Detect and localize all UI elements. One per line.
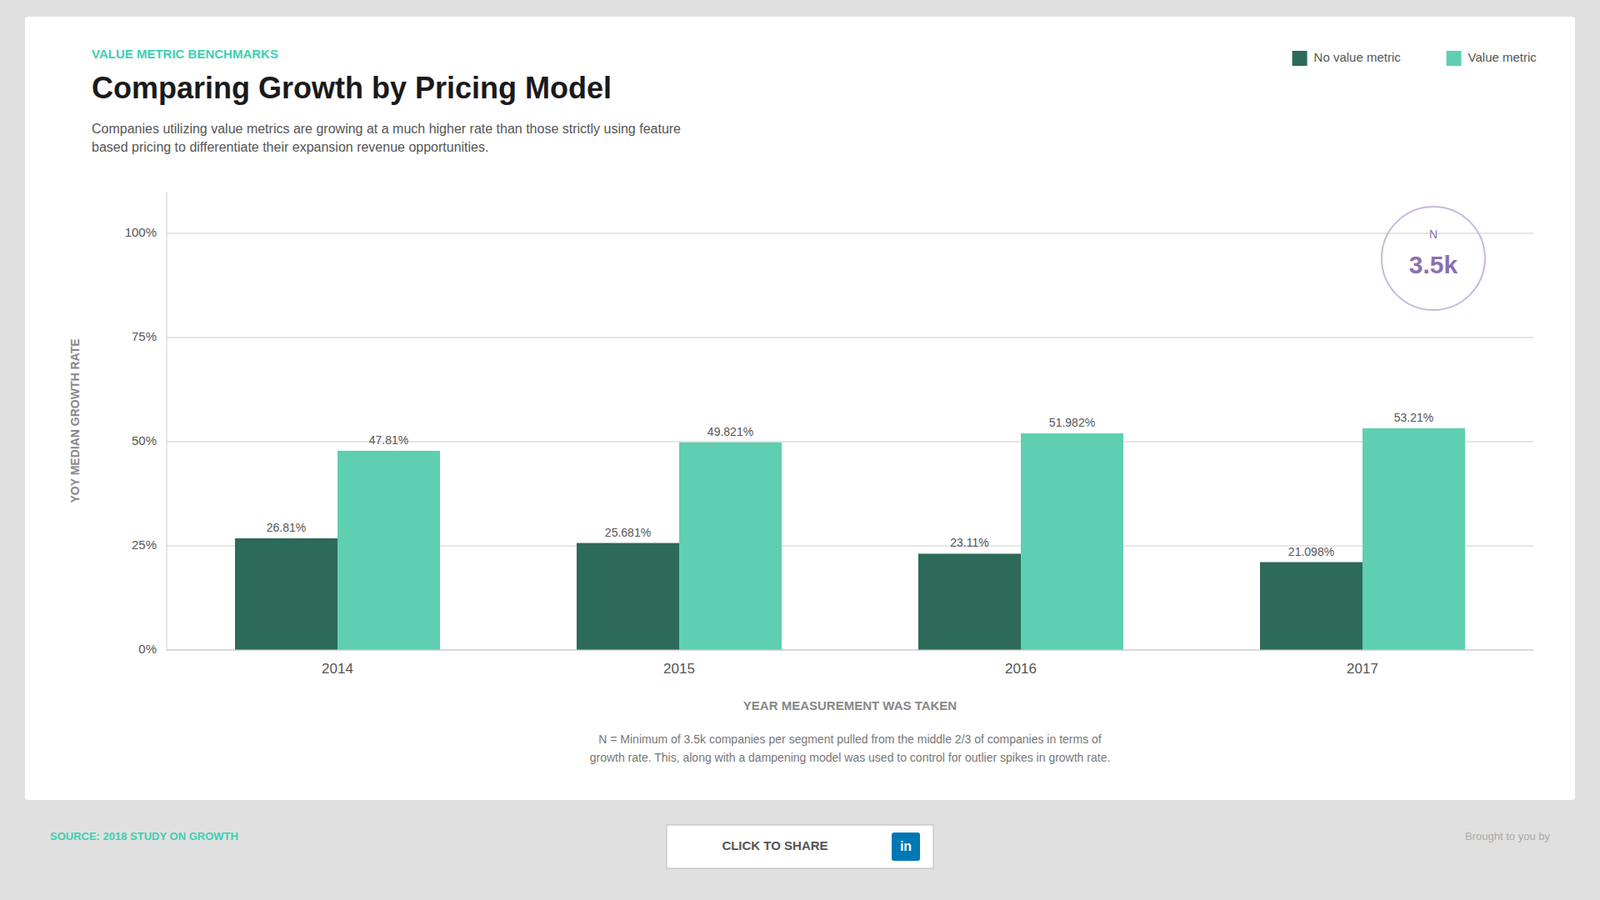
footnote: N = Minimum of 3.5k companies per segmen… <box>598 732 1102 746</box>
legend: Value metric No value metric <box>1292 50 1538 66</box>
bar <box>918 553 1021 650</box>
n-value: 3.5k <box>1409 250 1459 279</box>
share-button-box <box>666 825 934 869</box>
bar <box>679 442 782 650</box>
bar <box>337 450 440 650</box>
y-tick-label: 75% <box>131 329 157 344</box>
data-label: 51.982% <box>1049 415 1095 430</box>
grid <box>166 233 1534 650</box>
bars <box>235 428 1465 650</box>
n-label: N <box>1429 227 1438 241</box>
data-label: 26.81% <box>266 520 306 535</box>
grid-line <box>166 650 1534 651</box>
grid-line <box>166 337 1534 339</box>
linkedin-icon <box>891 832 920 861</box>
linkedin-label: in <box>900 839 912 854</box>
source: SOURCE: 2018 STUDY ON GROWTH <box>50 830 239 843</box>
y-tick-label: 50% <box>131 433 157 448</box>
x-tick-label: 2015 <box>663 660 695 677</box>
y-tick-label: 0% <box>138 641 157 656</box>
share-button[interactable]: CLICK TO SHARE in <box>666 825 934 869</box>
share-button-label: CLICK TO SHARE <box>721 838 828 853</box>
subtitle: VALUE METRIC BENCHMARKS <box>91 46 279 61</box>
bar <box>576 543 680 650</box>
x-axis-label: YEAR MEASUREMENT WAS TAKEN <box>743 698 957 713</box>
y-axis-line <box>166 191 168 650</box>
y-tick-label: 25% <box>131 537 157 552</box>
bar <box>1260 562 1363 650</box>
x-tick-label: 2016 <box>1005 660 1037 677</box>
data-label: 53.21% <box>1394 410 1434 425</box>
card <box>25 16 1575 800</box>
x-axis-line <box>166 650 1534 651</box>
data-label: 23.11% <box>950 535 989 550</box>
data-label: 49.821% <box>707 425 754 439</box>
chart-svg: VALUE METRIC BENCHMARKS Comparing Growth … <box>0 0 1600 900</box>
legend-swatch <box>1446 50 1462 66</box>
y-axis-label: YOY MEDIAN GROWTH RATE <box>68 338 82 503</box>
bar <box>1020 433 1124 650</box>
data-label: 25.681% <box>605 525 651 540</box>
data-labels: 26.81% 25.681% 23.11% 21.098% 47.81% 49.821% 5… <box>266 410 1434 559</box>
n-annotation: N 3.5k <box>1381 206 1485 310</box>
bar <box>1362 428 1465 650</box>
x-tick-label: 2014 <box>321 660 354 677</box>
footnote: growth rate. This, along with a dampenin… <box>590 750 1111 765</box>
title: Comparing Growth by Pricing Model <box>91 70 612 105</box>
legend-swatch <box>1292 50 1308 66</box>
data-label: 47.81% <box>369 433 409 447</box>
bar <box>235 538 338 650</box>
credit: Brought to you by <box>1465 830 1550 843</box>
chart-root: VALUE METRIC BENCHMARKS Comparing Growth … <box>0 0 1600 900</box>
description: Companies utilizing value metrics are gr… <box>91 121 681 155</box>
description-line: based pricing to differentiate their exp… <box>91 140 489 155</box>
legend-label: Value metric <box>1468 50 1538 65</box>
x-tick-label: 2017 <box>1346 660 1379 677</box>
description-line: Companies utilizing value metrics are gr… <box>91 121 681 136</box>
y-tick-label: 100% <box>125 225 157 240</box>
data-label: 21.098% <box>1288 545 1335 559</box>
legend-label: No value metric <box>1314 50 1402 65</box>
n-circle <box>1381 206 1485 310</box>
grid-line <box>166 233 1534 235</box>
